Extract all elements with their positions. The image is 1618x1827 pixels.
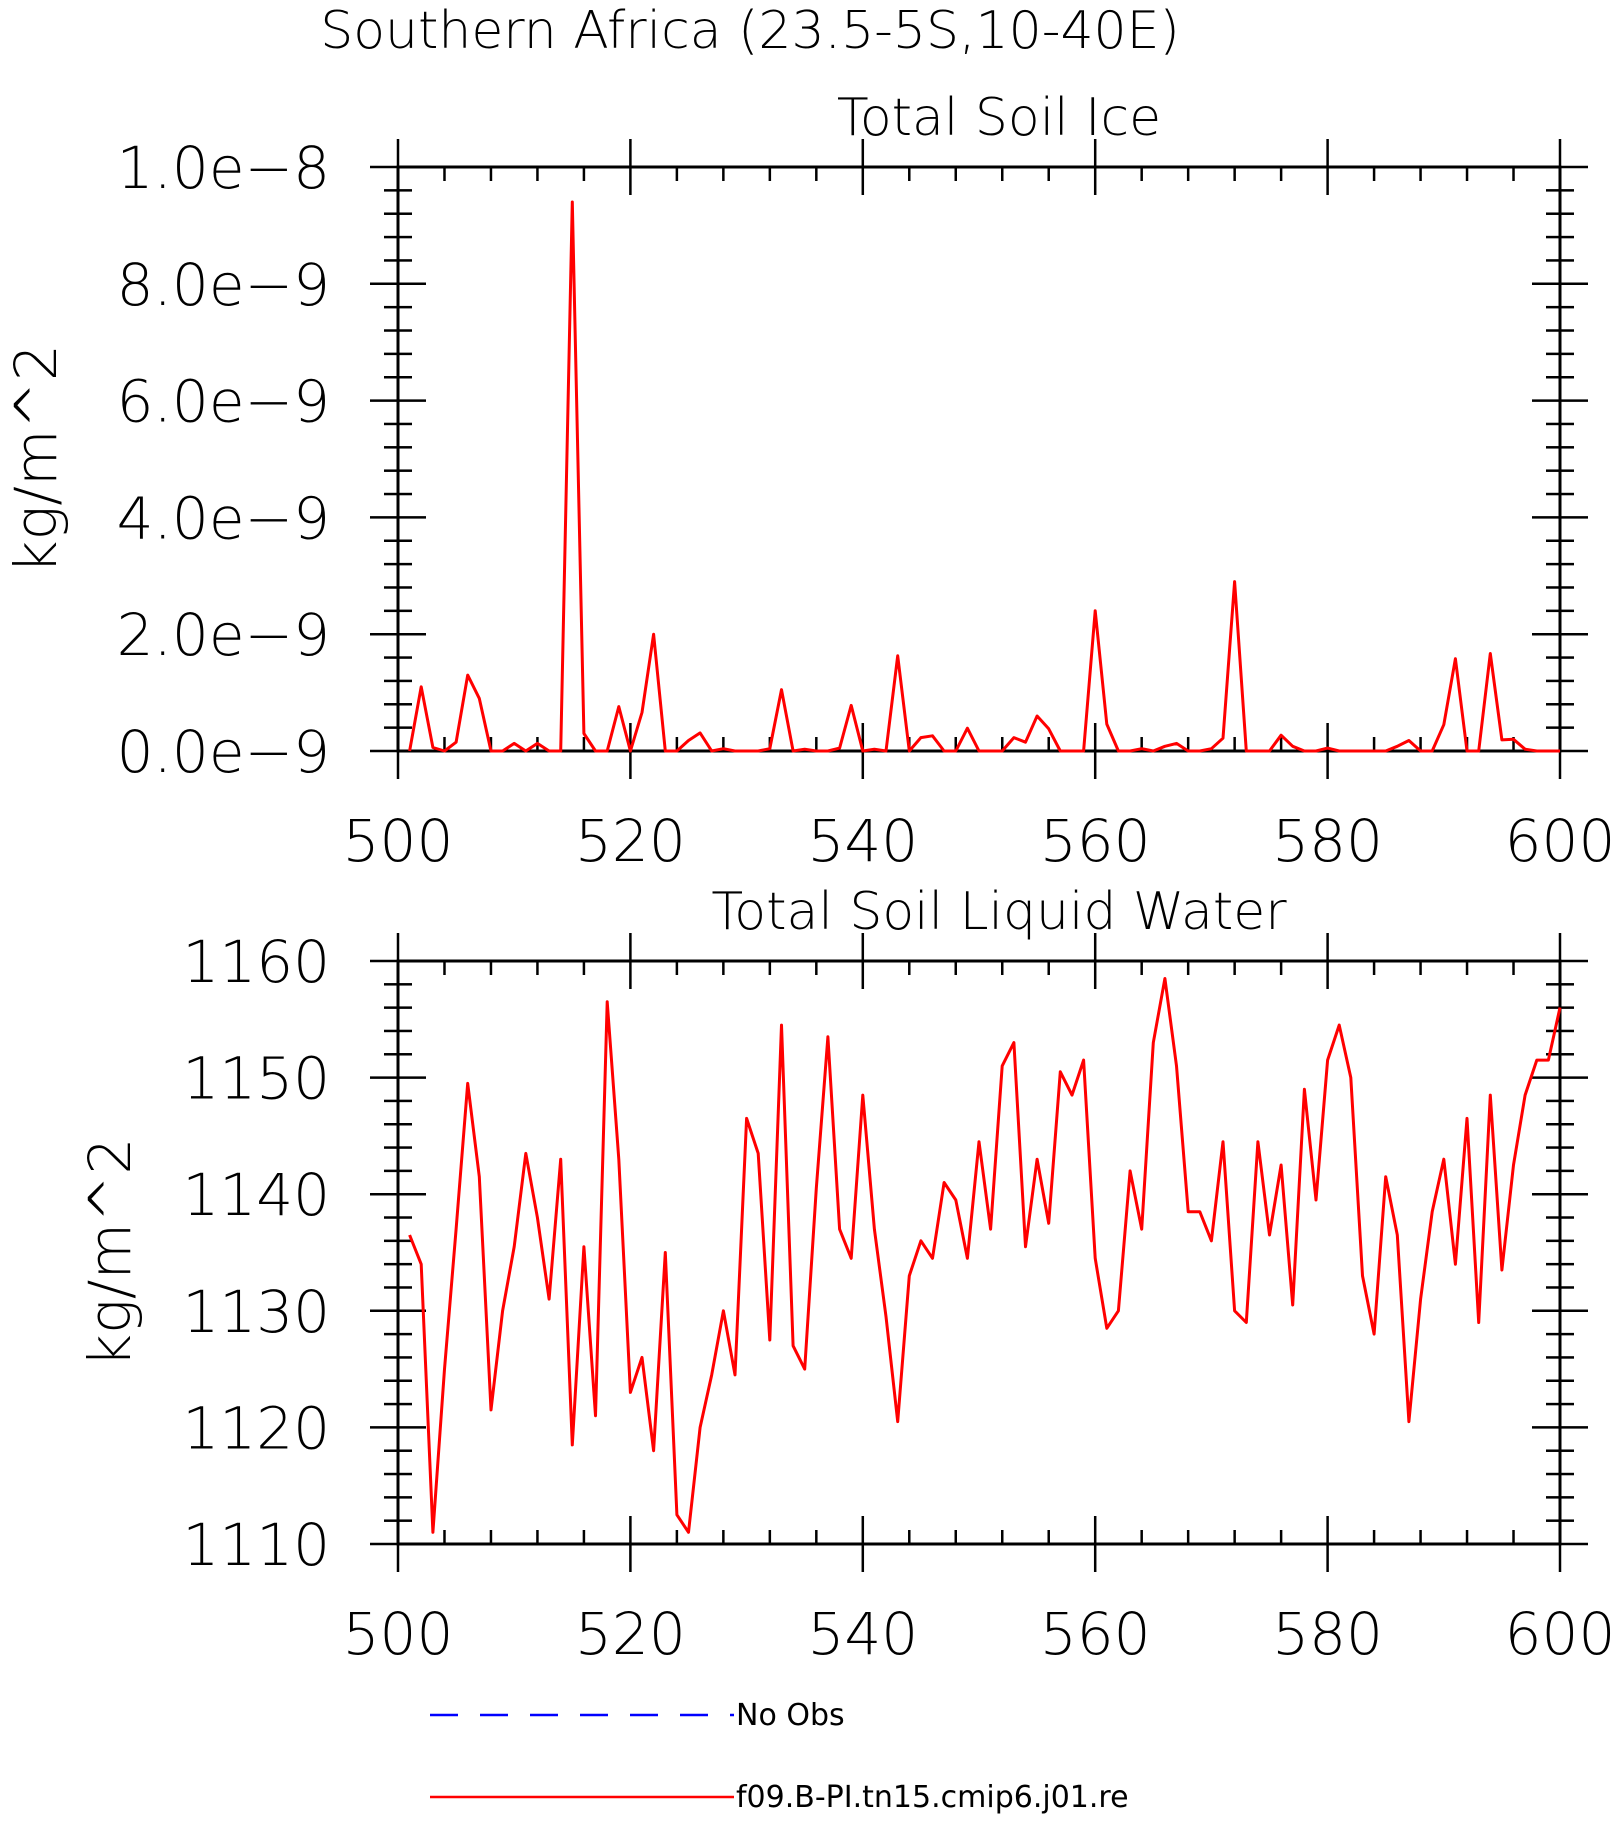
legend-label: f09.B-PI.tn15.cmip6.j01.re xyxy=(736,1780,1129,1815)
chart-panels: Total Soil Ice 500 520 540 560 580 600 0.0e−9 2.… xyxy=(2,88,1615,1668)
x-tick-label: 540 xyxy=(807,807,918,875)
y-tick-label: 6.0e−9 xyxy=(117,368,330,436)
y-tick-label: 8.0e−9 xyxy=(117,251,330,319)
legend: No Obs f09.B-PI.tn15.cmip6.j01.re xyxy=(430,1698,1129,1815)
y-tick-label: 1160 xyxy=(182,928,330,996)
x-tick-label: 600 xyxy=(1505,1600,1616,1668)
chart-panel-1: Total Soil Ice 500 520 540 560 580 600 0.0e−9 2.… xyxy=(2,88,1615,875)
y-tick-label: 2.0e−9 xyxy=(117,601,330,669)
series-line xyxy=(408,200,1560,753)
legend-entry: f09.B-PI.tn15.cmip6.j01.re xyxy=(430,1780,1129,1815)
x-tick-label: 500 xyxy=(343,1600,454,1668)
x-tick-label: 500 xyxy=(343,807,454,875)
chart-panel-2: Total Soil Liquid Water 500 520 540 560 580 60… xyxy=(76,882,1615,1668)
legend-entry: No Obs xyxy=(430,1698,845,1733)
y-tick-label: 1120 xyxy=(182,1394,330,1462)
y-tick-label: 0.0e−9 xyxy=(117,718,330,786)
series-line xyxy=(408,977,1562,1534)
panel-title: Total Soil Ice xyxy=(837,88,1161,148)
x-tick-label: 520 xyxy=(575,1600,686,1668)
y-tick-label: 1140 xyxy=(182,1161,330,1229)
legend-label: No Obs xyxy=(736,1698,845,1733)
y-axis-label: kg/m^2 xyxy=(2,344,70,574)
x-tick-label: 560 xyxy=(1040,807,1151,875)
y-tick-label: 4.0e−9 xyxy=(117,484,330,552)
y-tick-label: 1130 xyxy=(182,1278,330,1346)
plot-frame xyxy=(396,959,1562,1546)
x-tick-label: 560 xyxy=(1040,1600,1151,1668)
x-tick-label: 580 xyxy=(1272,1600,1383,1668)
x-tick-label: 520 xyxy=(575,807,686,875)
x-tick-label: 600 xyxy=(1505,807,1616,875)
y-tick-label: 1.0e−8 xyxy=(117,134,330,202)
x-tick-label: 580 xyxy=(1272,807,1383,875)
figure-title: Southern Africa (23.5-5S,10-40E) xyxy=(320,1,1180,61)
y-tick-label: 1150 xyxy=(182,1045,330,1113)
y-axis-label: kg/m^2 xyxy=(76,1138,144,1368)
panel-title: Total Soil Liquid Water xyxy=(711,882,1287,942)
y-tick-label: 1110 xyxy=(182,1511,330,1579)
x-tick-label: 540 xyxy=(807,1600,918,1668)
